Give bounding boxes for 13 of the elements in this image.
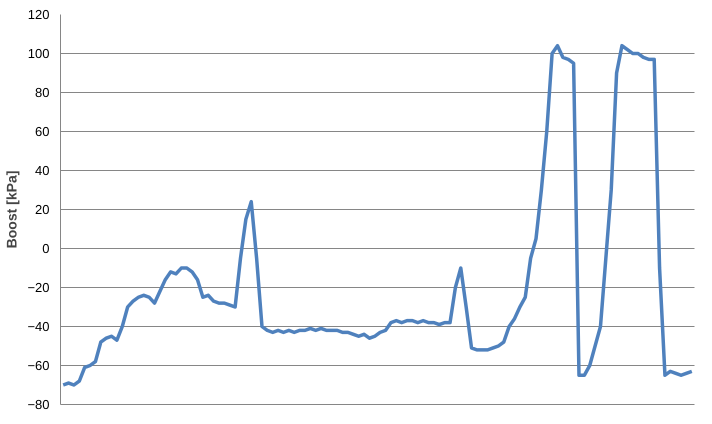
y-tick-label: −20 <box>27 280 50 295</box>
line-series <box>61 44 694 387</box>
y-tick-label: 20 <box>35 202 50 217</box>
y-tick-label: 100 <box>28 46 50 61</box>
y-tick-label: −40 <box>27 319 50 334</box>
y-tick-label: 80 <box>35 85 50 100</box>
y-tick-label: 120 <box>28 7 50 22</box>
y-tick-label: 60 <box>35 124 50 139</box>
y-tick-label: 40 <box>35 163 50 178</box>
y-tick-label: 0 <box>42 241 50 256</box>
y-tick-label: −60 <box>27 358 50 373</box>
y-tick-label: −80 <box>27 397 50 412</box>
y-axis-title: Boost [kPa] <box>3 170 20 248</box>
